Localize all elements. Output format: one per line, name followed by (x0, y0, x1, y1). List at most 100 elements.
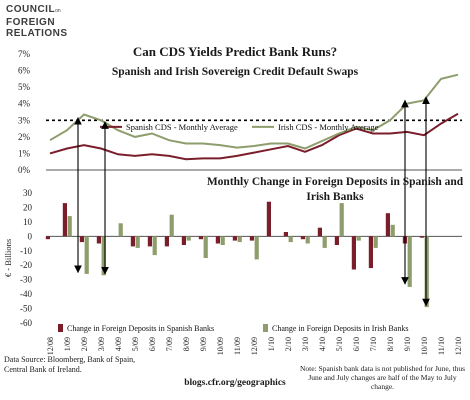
spanish-deposit-bar (266, 201, 271, 237)
irish-deposit-bar (305, 236, 310, 244)
deposits-chart-title: Monthly Change in Foreign Deposits in Sp… (206, 176, 464, 203)
irish-deposit-bar (84, 236, 89, 274)
deposit-y-tick-label: 30 (23, 188, 33, 198)
irish-deposit-bar (169, 214, 174, 237)
x-tick-label: 8/10 (386, 337, 395, 351)
spanish-deposit-bar (334, 236, 339, 245)
bars-layer (45, 201, 429, 308)
irish-deposit-bar (407, 236, 412, 287)
legend-irish-cds-label: Irish CDS - Monthly Average (278, 122, 379, 132)
x-tick-label: 2/10 (284, 337, 293, 351)
irish-deposit-bar (373, 236, 378, 248)
cds-y-tick-label: 3% (18, 115, 31, 125)
spanish-deposit-bar (283, 232, 288, 237)
deposit-y-tick-label: -60 (20, 318, 32, 328)
spanish-deposit-bar (181, 236, 186, 245)
cds-y-tick-label: 2% (18, 132, 31, 142)
x-tick-label: 2/09 (80, 337, 89, 351)
deposit-y-tick-label: -20 (20, 260, 32, 270)
x-tick-label: 12/09 (250, 337, 259, 355)
spanish-deposit-bar (215, 236, 220, 244)
source-url: blogs.cfr.org/geographics (184, 378, 286, 388)
irish-deposit-bar (135, 236, 140, 248)
spanish-deposit-bar (96, 236, 101, 244)
spanish-deposit-bar (351, 236, 356, 270)
legend-spanish-deposit-swatch (58, 324, 63, 332)
spanish-deposit-bar (164, 236, 169, 247)
irish-deposit-bar (339, 203, 344, 237)
footnote: Note: Spanish bank data is not published… (300, 364, 465, 391)
cds-y-tick-label: 0% (18, 165, 31, 175)
x-tick-label: 4/10 (318, 337, 327, 351)
arrows-layer (74, 96, 430, 307)
irish-deposit-bar (288, 236, 293, 243)
cds-y-tick-label: 5% (18, 82, 31, 92)
spanish-deposit-bar (317, 227, 322, 237)
lines-layer (49, 73, 459, 161)
spanish-deposit-bar (147, 236, 152, 247)
deposit-y-tick-label: 0 (28, 231, 33, 241)
cds-y-tick-label: 6% (18, 66, 31, 76)
irish-cds-line (49, 73, 459, 150)
irish-deposit-bar (118, 223, 123, 237)
cds-y-tick-label: 4% (18, 99, 31, 109)
spanish-deposit-bar (62, 203, 67, 237)
spanish-deposit-bar (385, 213, 390, 237)
legend-irish-deposit-swatch (263, 324, 268, 332)
spanish-deposit-bar (79, 236, 84, 243)
x-tick-label: 12/10 (454, 337, 463, 355)
cds-y-tick-label: 7% (18, 49, 31, 59)
logo-line1-small: on (55, 8, 61, 14)
spanish-deposit-bar (130, 236, 135, 247)
irish-deposit-bar (424, 236, 429, 308)
logo-line3: RELATIONS (6, 28, 68, 39)
cds-y-tick-label: 1% (18, 148, 31, 158)
data-source: Data Source: Bloomberg, Bank of Spain, C… (4, 355, 136, 374)
cds-chart-title: Spanish and Irish Sovereign Credit Defau… (111, 66, 359, 78)
deposit-y-tick-label: -50 (20, 304, 32, 314)
x-tick-label: 6/09 (148, 337, 157, 351)
x-tick-label: 5/09 (131, 337, 140, 351)
deposit-y-tick-label: 10 (23, 217, 33, 227)
x-tick-label: 5/10 (335, 337, 344, 351)
irish-deposit-bar (254, 236, 259, 260)
legend-spanish-cds-label: Spanish CDS - Monthly Average (126, 122, 238, 132)
spanish-deposit-bar (198, 236, 203, 240)
deposit-y-tick-label: 20 (23, 202, 33, 212)
x-tick-label: 6/10 (352, 337, 361, 351)
cfr-logo: COUNCILon FOREIGN RELATIONS (6, 4, 68, 39)
x-tick-label: 10/09 (216, 337, 225, 355)
irish-deposit-bar (237, 236, 242, 243)
x-tick-label: 3/10 (301, 337, 310, 351)
labels-layer: 0% 1% 2% 3% 4% 5% 6% 7% Spanish CDS - Monthly Av… (3, 49, 463, 355)
x-tick-label: 4/09 (114, 337, 123, 351)
irish-deposit-bar (390, 224, 395, 237)
logo-line1: COUNCIL (6, 4, 56, 15)
x-tick-label: 11/10 (437, 337, 446, 355)
spanish-deposit-bar (419, 236, 424, 238)
legend-irish-deposit-label: Change in Foreign Deposits in Irish Bank… (272, 324, 408, 333)
spanish-deposit-bar (232, 236, 237, 241)
spanish-deposit-bar (45, 236, 50, 240)
x-tick-label: 12/08 (46, 337, 55, 355)
x-tick-label: 9/09 (199, 337, 208, 351)
irish-deposit-bar (152, 236, 157, 256)
spanish-cds-line (49, 112, 459, 161)
deposit-y-tick-label: -10 (20, 246, 32, 256)
spanish-deposit-bar (300, 236, 305, 240)
x-tick-label: 11/09 (233, 337, 242, 355)
x-tick-label: 7/09 (165, 337, 174, 351)
deposit-y-tick-label: -40 (20, 289, 32, 299)
deposit-y-tick-label: -30 (20, 275, 32, 285)
irish-deposit-bar (67, 216, 72, 237)
x-tick-label: 10/10 (420, 337, 429, 355)
spanish-deposit-bar (368, 236, 373, 269)
x-tick-label: 8/09 (182, 337, 191, 351)
irish-deposit-bar (322, 236, 327, 248)
logo-line2: FOREIGN (6, 17, 56, 28)
irish-deposit-bar (203, 236, 208, 258)
irish-deposit-bar (356, 236, 361, 241)
spanish-deposit-bar (249, 236, 254, 241)
x-tick-label: 1/10 (267, 337, 276, 351)
